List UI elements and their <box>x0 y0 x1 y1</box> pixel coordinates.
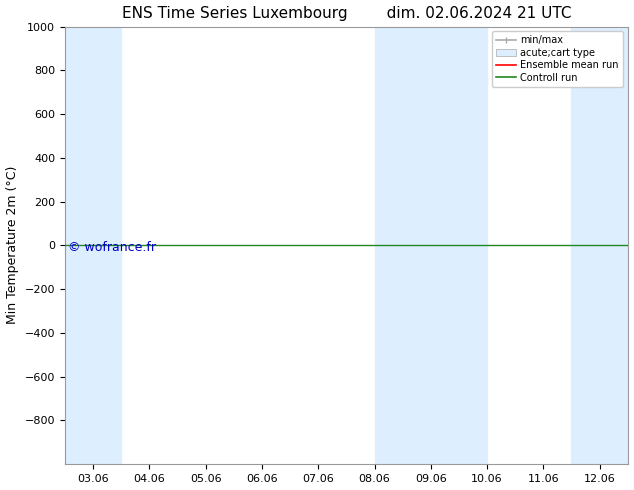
Text: © wofrance.fr: © wofrance.fr <box>68 241 156 254</box>
Bar <box>375 26 487 464</box>
Y-axis label: Min Temperature 2m (°C): Min Temperature 2m (°C) <box>6 166 19 324</box>
Bar <box>571 26 628 464</box>
Title: ENS Time Series Luxembourg        dim. 02.06.2024 21 UTC: ENS Time Series Luxembourg dim. 02.06.20… <box>122 6 571 21</box>
Legend: min/max, acute;cart type, Ensemble mean run, Controll run: min/max, acute;cart type, Ensemble mean … <box>493 31 623 87</box>
Bar <box>65 26 121 464</box>
